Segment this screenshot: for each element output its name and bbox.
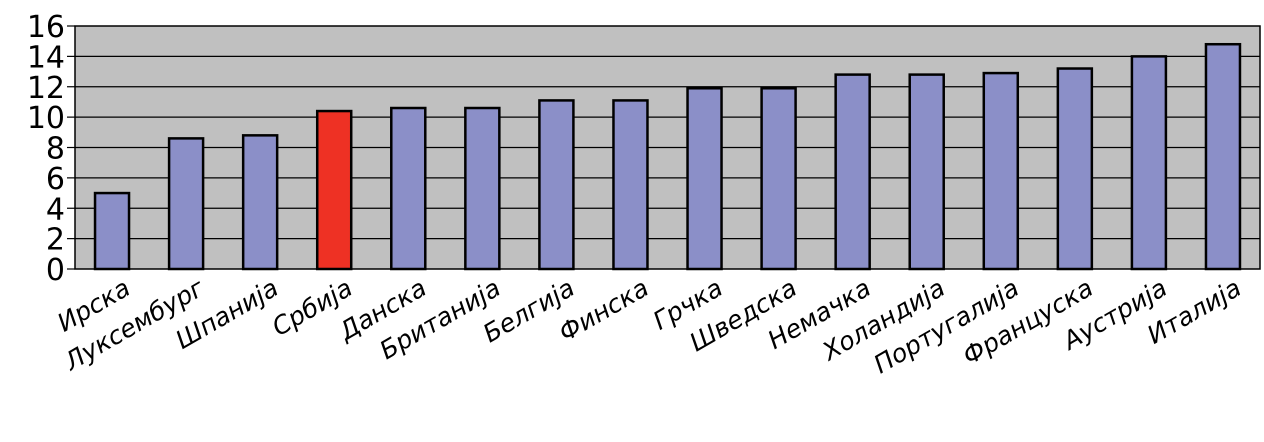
y-tick-label: 2 — [46, 223, 65, 258]
bar-2 — [241, 134, 279, 271]
bar-15 — [1204, 42, 1242, 271]
y-tick-label: 12 — [27, 71, 65, 106]
y-tick-label: 10 — [27, 101, 65, 136]
bar-5 — [464, 106, 501, 271]
bar-9 — [760, 87, 797, 271]
bar-7 — [612, 99, 649, 271]
bar-8 — [686, 87, 723, 271]
bar-4 — [390, 106, 427, 271]
x-axis-category-labels: ИрскаЛуксембургШпанијаСрбијаДанскаБритан… — [52, 273, 1246, 380]
bar-14 — [1130, 55, 1168, 271]
y-tick-label: 8 — [46, 132, 65, 167]
y-tick-label: 16 — [27, 10, 65, 45]
y-tick-label: 6 — [46, 162, 65, 197]
bar-1 — [167, 137, 205, 271]
bar-6 — [538, 99, 575, 271]
y-tick-label: 4 — [46, 192, 65, 227]
bar-11 — [908, 73, 945, 271]
bar-13 — [1056, 67, 1094, 271]
y-tick-label: 0 — [46, 253, 65, 288]
bar-10 — [834, 73, 871, 271]
bars — [93, 42, 1242, 271]
y-tick-label: 14 — [27, 40, 65, 75]
bar-0 — [93, 191, 131, 271]
bar-12 — [982, 71, 1020, 271]
bar-3 — [315, 109, 353, 271]
